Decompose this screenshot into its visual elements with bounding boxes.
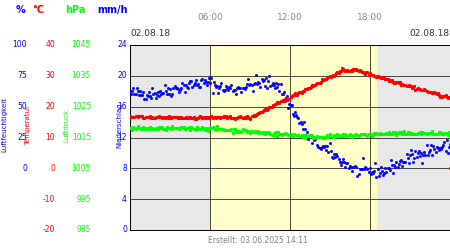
Text: 985: 985 — [76, 226, 91, 234]
Text: 30: 30 — [45, 71, 55, 80]
Text: 02.08.18: 02.08.18 — [130, 28, 170, 38]
Text: 0: 0 — [122, 226, 127, 234]
Text: 0: 0 — [22, 164, 27, 173]
Text: 75: 75 — [17, 71, 27, 80]
Text: Luftfeuchtigkeit: Luftfeuchtigkeit — [1, 98, 7, 152]
Text: %: % — [15, 5, 25, 15]
Text: 995: 995 — [76, 195, 91, 204]
Text: 1005: 1005 — [72, 164, 91, 173]
Text: 16: 16 — [117, 102, 127, 111]
Text: -10: -10 — [43, 195, 55, 204]
Text: °C: °C — [32, 5, 44, 15]
Text: Erstellt: 03.06.2025 14:11: Erstellt: 03.06.2025 14:11 — [208, 236, 308, 245]
Text: 10: 10 — [45, 133, 55, 142]
Text: 100: 100 — [13, 40, 27, 50]
Text: 24: 24 — [117, 40, 127, 50]
Text: 50: 50 — [17, 102, 27, 111]
Text: Niederschlag: Niederschlag — [116, 102, 122, 148]
Text: -20: -20 — [43, 226, 55, 234]
Text: 20: 20 — [45, 102, 55, 111]
Text: 1035: 1035 — [72, 71, 91, 80]
Text: 0: 0 — [50, 164, 55, 173]
Text: 25: 25 — [18, 133, 27, 142]
Bar — [210, 45, 377, 230]
Text: 8: 8 — [122, 164, 127, 173]
Text: 1025: 1025 — [72, 102, 91, 111]
Text: 18:00: 18:00 — [357, 14, 383, 22]
Text: 4: 4 — [122, 195, 127, 204]
Text: 12:00: 12:00 — [277, 14, 303, 22]
Text: 06:00: 06:00 — [197, 14, 223, 22]
Text: 1015: 1015 — [72, 133, 91, 142]
Text: 40: 40 — [45, 40, 55, 50]
Text: hPa: hPa — [65, 5, 85, 15]
Text: mm/h: mm/h — [98, 5, 128, 15]
Text: Temperatur: Temperatur — [25, 105, 31, 145]
Text: Luftdruck: Luftdruck — [63, 108, 69, 142]
Text: 1045: 1045 — [72, 40, 91, 50]
Text: 02.08.18: 02.08.18 — [410, 28, 450, 38]
Text: 20: 20 — [117, 71, 127, 80]
Text: 12: 12 — [117, 133, 127, 142]
